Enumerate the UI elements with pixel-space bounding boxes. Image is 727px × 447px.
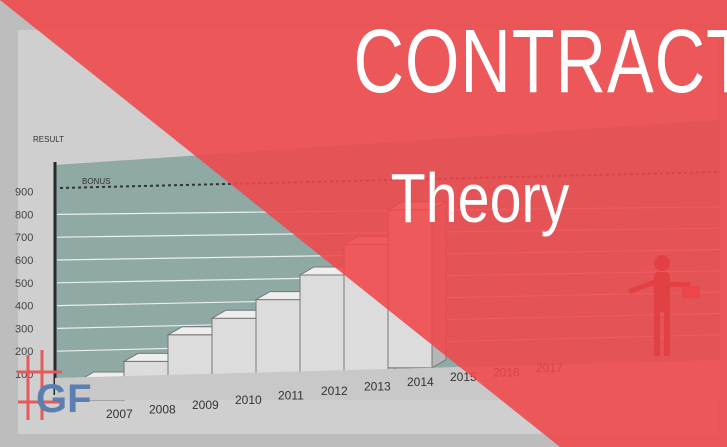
y-tick-label: 900 [15,187,33,199]
y-axis-label: RESULT [33,135,64,144]
y-tick-label: 800 [15,209,33,221]
y-tick-label: 400 [15,301,33,313]
x-tick-label: 2008 [149,402,176,416]
x-tick-label: 2011 [278,389,304,403]
step-front [255,299,301,383]
gf-logo: GF [18,350,92,421]
y-tick-label: 500 [15,278,33,290]
y-tick-label: 200 [15,346,33,358]
x-tick-label: 2013 [364,379,391,393]
x-tick-label: 2009 [192,398,219,412]
x-tick-label: 2014 [407,375,434,389]
step-front [299,274,345,378]
logo-text: GF [36,377,92,421]
title: CONTRACT [353,12,727,112]
bonus-label: BONUS [82,177,110,186]
y-tick-label: 600 [15,255,33,267]
y-tick-label: 700 [15,232,33,244]
subtitle: Theory [390,159,570,237]
y-tick-label: 300 [15,323,33,335]
x-tick-label: 2007 [106,407,133,421]
x-tick-label: 2012 [321,384,348,398]
x-tick-label: 2010 [235,393,262,407]
